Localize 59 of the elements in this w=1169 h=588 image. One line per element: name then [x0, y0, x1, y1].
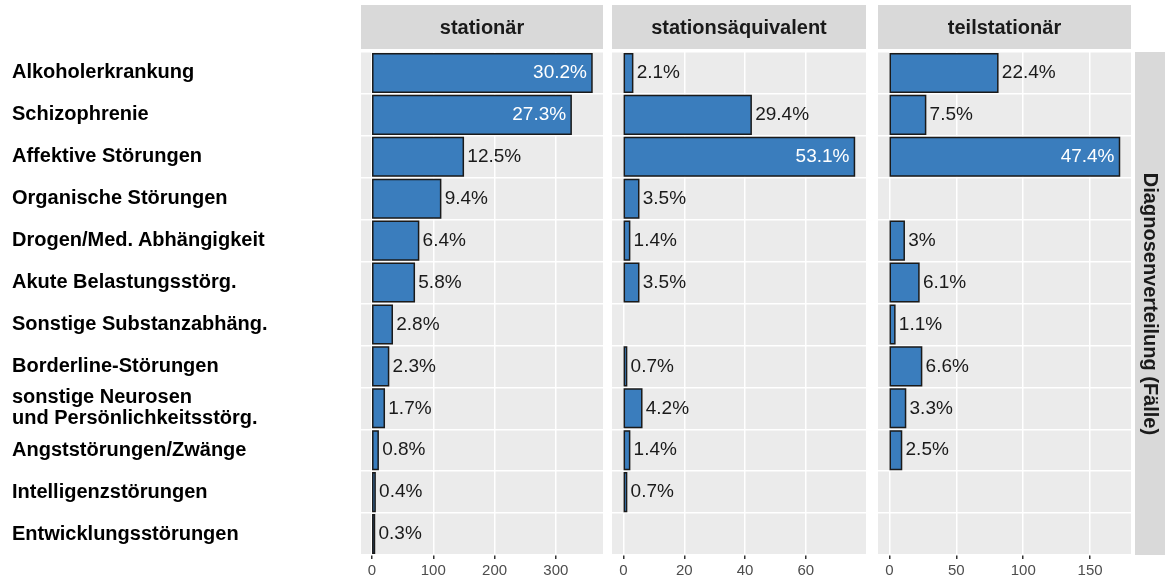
annotation: 3.5%	[642, 186, 687, 208]
annotation: 6.1%	[922, 270, 967, 292]
annotation: 7.5%	[929, 103, 974, 125]
annotation: 2.1%	[636, 61, 681, 83]
annotation: 53.1%	[795, 145, 850, 167]
x-tick-label: 200	[482, 561, 508, 579]
x-tick-label: 100	[1010, 561, 1036, 579]
annotation: 0.7%	[630, 480, 674, 502]
annotation: 5.8%	[418, 270, 462, 292]
annotation: 6.6%	[925, 354, 970, 376]
y-tick-label: Affektive Störungen	[12, 144, 203, 167]
x-tick-label: 300	[543, 561, 569, 579]
annotation: 9.4%	[444, 186, 489, 208]
chart-title: stationsäquivalent	[612, 5, 866, 49]
chart-title: teilstationär	[878, 5, 1131, 49]
annotation: 3%	[908, 228, 936, 250]
y-tick-label: Organische Störungen	[12, 186, 228, 209]
y-tick-label: Drogen/Med. Abhängigkeit	[12, 228, 265, 251]
annotation: 0.4%	[379, 480, 423, 502]
x-tick-label: 100	[420, 561, 446, 579]
text: Diagnosenverteilung (Fälle)	[1138, 172, 1162, 435]
y-tick-label: Akute Belastungsstörg.	[12, 270, 237, 293]
annotation: 30.2%	[533, 61, 588, 83]
annotation: 3.5%	[642, 270, 687, 292]
y-tick-label: Borderline-Störungen	[12, 353, 219, 376]
annotation: 1.4%	[633, 438, 678, 460]
annotation: 4.2%	[645, 396, 690, 418]
annotation: 27.3%	[512, 103, 567, 125]
annotation: 1.7%	[388, 396, 432, 418]
annotation: 47.4%	[1060, 145, 1115, 167]
x-tick-label: 150	[1077, 561, 1103, 579]
annotation: 3.3%	[909, 396, 953, 418]
annotation: 2.5%	[905, 438, 949, 460]
x-tick-label: 50	[948, 561, 965, 579]
chart-title: stationär	[361, 5, 603, 49]
annotation: 12.5%	[467, 145, 522, 167]
annotation: 2.3%	[392, 354, 436, 376]
y-tick-label: sonstige Neurosen und Persönlichkeitsstörg.	[12, 385, 258, 429]
y-tick-label: Angststörungen/Zwänge	[12, 437, 247, 460]
x-tick-label: 60	[797, 561, 815, 579]
x-tick-label: 0	[619, 561, 628, 579]
annotation: 1.4%	[633, 228, 678, 250]
y-tick-label: Intelligenzstörungen	[12, 479, 208, 502]
y-tick-label: Entwicklungsstörungen	[12, 521, 239, 544]
annotation: 1.1%	[898, 312, 943, 334]
annotation: 29.4%	[755, 103, 810, 125]
x-tick-label: 40	[736, 561, 754, 579]
annotation: 6.4%	[422, 228, 466, 250]
annotation: 0.8%	[382, 438, 426, 460]
annotation: 22.4%	[1001, 61, 1056, 83]
x-tick-label: 20	[675, 561, 693, 579]
y-tick-label: Schizophrenie	[12, 102, 149, 125]
y-tick-label: Sonstige Substanzabhäng.	[12, 311, 268, 334]
annotation: 2.8%	[396, 312, 440, 334]
annotation: 0.3%	[378, 522, 422, 544]
x-tick-label: 0	[367, 561, 377, 579]
annotation: 0.7%	[630, 354, 674, 376]
y-tick-label: Alkoholerkrankung	[12, 60, 195, 83]
x-tick-label: 0	[885, 561, 894, 579]
